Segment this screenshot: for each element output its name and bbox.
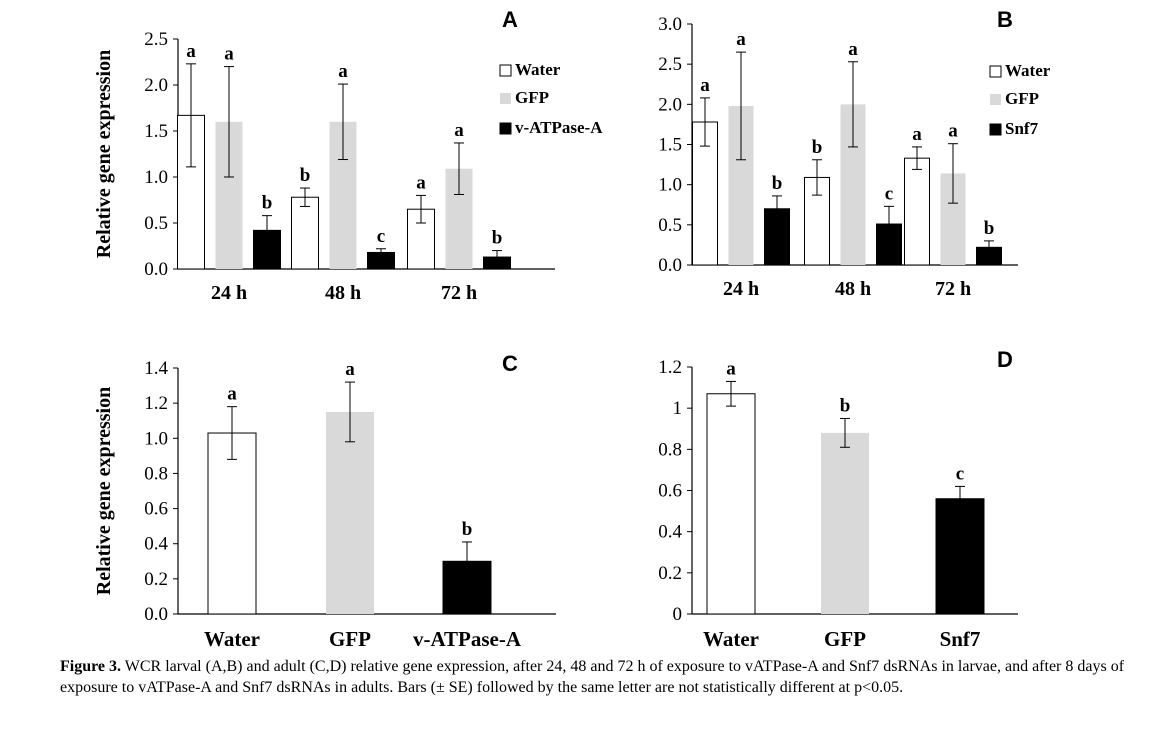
panel-d-label: D (997, 347, 1013, 372)
panel-b-y-tick-label: 1.0 (658, 175, 682, 196)
panel-b-label: B (997, 7, 1013, 32)
panel-c-x-tick-label: Water (204, 627, 260, 651)
panel-d-x-tick-label: Snf7 (940, 627, 981, 651)
panel-b-legend-swatch (990, 94, 1001, 105)
panel-a-letter-water-2: a (416, 172, 426, 193)
panel-b-y-tick-label: 2.5 (658, 54, 682, 75)
panel-c-y-tick-label: 1.4 (144, 358, 168, 379)
panel-a-letter-gfp-2: a (454, 120, 464, 141)
panel-a-legend-swatch (500, 93, 511, 104)
panel-d-bar-0 (706, 393, 756, 615)
panel-b-letter-gfp-1: a (848, 39, 858, 60)
panel-c-x-tick-label: v-ATPase-A (413, 627, 522, 651)
panel-c-y-axis-label: Relative gene expression (93, 387, 115, 596)
caption-label: Figure 3. (60, 658, 122, 675)
panel-b-letter-snf7-2: b (984, 218, 995, 239)
panel-a-legend-label: v-ATPase-A (515, 118, 603, 137)
panel-a-y-axis-label: Relative gene expression (93, 50, 115, 259)
panel-c-x-tick-label: GFP (329, 627, 371, 651)
panel-d-x-tick-label: GFP (824, 627, 866, 651)
panel-a-x-tick-label: 72 h (441, 282, 477, 304)
panel-a-letter-gfp-1: a (338, 61, 348, 82)
panel-b-letter-snf7-0: b (772, 173, 783, 194)
panel-d-bar-1 (821, 432, 869, 614)
panel-c-y-tick-label: 0.4 (144, 534, 168, 555)
panel-c-y-tick-label: 0.6 (144, 499, 168, 520)
panel-a-bar-water-1 (291, 196, 319, 270)
panel-a-legend-label: GFP (515, 88, 549, 107)
panel-d-x-tick-label: Water (703, 627, 759, 651)
panel-d-letter-0: a (726, 358, 736, 379)
panel-b-y-tick-label: 3.0 (658, 14, 682, 35)
panel-a-letter-v-atpase-a-2: b (492, 228, 503, 249)
panel-b-legend-swatch (989, 65, 1002, 78)
panel-b-legend-label: Snf7 (1005, 119, 1039, 138)
panel-a-legend-swatch (499, 122, 512, 135)
panel-a-x-tick-label: 48 h (325, 282, 361, 304)
panel-c-letter-0: a (227, 384, 237, 405)
panel-c-y-tick-label: 0.8 (144, 463, 168, 484)
panel-b-letter-water-0: a (700, 75, 710, 96)
panel-b-letter-gfp-0: a (736, 29, 746, 50)
panel-d-y-tick-label: 0 (673, 604, 683, 625)
panel-c-y-tick-label: 0.0 (144, 604, 168, 625)
panel-a-y-tick-label: 1.5 (144, 121, 168, 142)
panel-a-y-tick-label: 0.5 (144, 213, 168, 234)
figure-caption: Figure 3. WCR larval (A,B) and adult (C,… (60, 656, 1150, 698)
panel-d-y-tick-label: 0.8 (658, 439, 682, 460)
panel-a-legend-swatch (499, 64, 512, 77)
panel-d-letter-2: c (956, 463, 964, 484)
panel-c-y-tick-label: 1.2 (144, 393, 168, 414)
panel-d-y-tick-label: 0.2 (658, 563, 682, 584)
panel-c-y-tick-label: 1.0 (144, 428, 168, 449)
panel-a-letter-gfp-0: a (224, 44, 234, 65)
panel-c-bar-0 (207, 432, 257, 615)
panel-a-legend-label: Water (515, 60, 561, 79)
panel-b-letter-snf7-1: c (885, 183, 893, 204)
panel-b-y-tick-label: 0.5 (658, 215, 682, 236)
panel-a-bar-v-atpase-a-0 (253, 229, 281, 270)
panel-a-y-tick-label: 0.0 (144, 259, 168, 280)
panel-a-letter-v-atpase-a-1: c (377, 226, 385, 247)
panel-d-y-tick-label: 0.4 (658, 522, 682, 543)
panel-a-y-tick-label: 2.5 (144, 29, 168, 50)
panel-b-y-tick-label: 2.0 (658, 94, 682, 115)
panel-b-letter-water-1: b (812, 137, 823, 158)
panel-b-legend-swatch (989, 123, 1002, 136)
panel-b-y-tick-label: 1.5 (658, 135, 682, 156)
panel-b-bar-water-2 (904, 157, 930, 266)
panel-b-legend-label: Water (1005, 61, 1051, 80)
panel-c-y-tick-label: 0.2 (144, 569, 168, 590)
caption-text: WCR larval (A,B) and adult (C,D) relativ… (60, 658, 1125, 696)
panel-b-bar-water-1 (804, 176, 830, 266)
panel-b-x-tick-label: 24 h (723, 278, 759, 300)
panel-a-y-tick-label: 2.0 (144, 75, 168, 96)
panel-b-y-tick-label: 0.0 (658, 255, 682, 276)
panel-c-letter-2: b (462, 519, 473, 540)
panel-a-letter-water-0: a (186, 41, 196, 62)
panel-d-y-tick-label: 1 (673, 398, 683, 419)
panel-b-x-tick-label: 48 h (835, 278, 871, 300)
panel-d-y-tick-label: 0.6 (658, 481, 682, 502)
panel-a-label: A (502, 7, 518, 32)
panel-a-letter-v-atpase-a-0: b (262, 193, 273, 214)
panel-b-legend-label: GFP (1005, 89, 1039, 108)
panel-b-x-tick-label: 72 h (935, 278, 971, 300)
panel-c-label: C (502, 351, 518, 376)
panel-a-x-tick-label: 24 h (211, 282, 247, 304)
panel-b-letter-water-2: a (912, 124, 922, 145)
panel-c-letter-1: a (345, 359, 355, 380)
panel-b-letter-gfp-2: a (948, 121, 958, 142)
panel-a-y-tick-label: 1.0 (144, 167, 168, 188)
panel-d-y-tick-label: 1.2 (658, 357, 682, 378)
panel-d-letter-1: b (840, 395, 851, 416)
panel-a-letter-water-1: b (300, 165, 311, 186)
panel-d-bar-2 (935, 498, 985, 615)
panel-c-bar-1 (326, 411, 374, 614)
